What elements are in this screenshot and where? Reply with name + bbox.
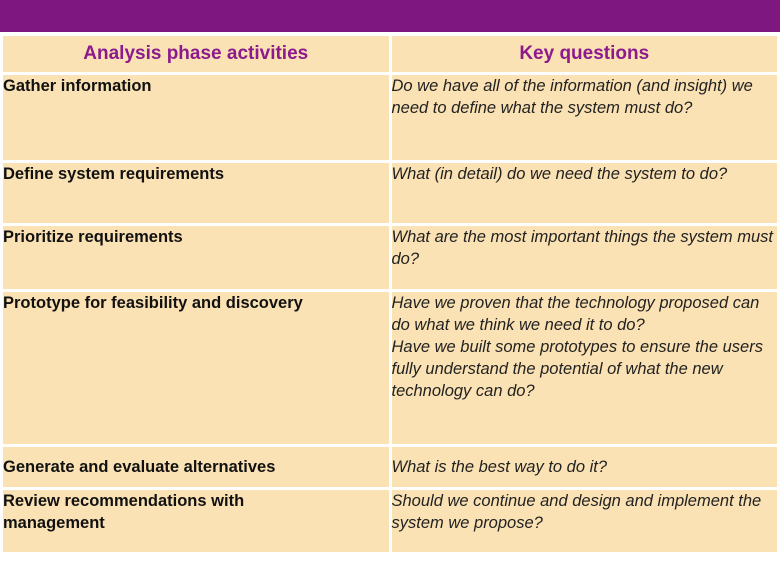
table-row: Define system requirements What (in deta… — [3, 163, 777, 223]
activity-cell: Review recommendations with management — [3, 490, 389, 552]
question-line: Have we proven that the technology propo… — [391, 294, 760, 334]
top-color-bar — [0, 0, 780, 32]
activity-cell: Gather information — [3, 75, 389, 160]
table-header-row: Analysis phase activities Key questions — [3, 36, 777, 72]
activity-cell: Define system requirements — [3, 163, 389, 223]
question-line: Have we built some prototypes to ensure … — [391, 338, 763, 400]
question-cell: Should we continue and design and implem… — [391, 490, 777, 552]
question-cell: Have we proven that the technology propo… — [391, 292, 777, 444]
table-row: Prioritize requirements What are the mos… — [3, 226, 777, 289]
activities-column-header: Analysis phase activities — [3, 36, 389, 72]
question-cell: What is the best way to do it? — [391, 447, 777, 487]
activity-cell: Prioritize requirements — [3, 226, 389, 289]
question-cell: Do we have all of the information (and i… — [391, 75, 777, 160]
table-row: Generate and evaluate alternatives What … — [3, 447, 777, 487]
question-cell: What (in detail) do we need the system t… — [391, 163, 777, 223]
table-row: Gather information Do we have all of the… — [3, 75, 777, 160]
activity-cell: Generate and evaluate alternatives — [3, 447, 389, 487]
activity-cell: Prototype for feasibility and discovery — [3, 292, 389, 444]
table-row: Review recommendations with management S… — [3, 490, 777, 552]
analysis-activities-table: Analysis phase activities Key questions … — [0, 33, 780, 555]
question-cell: What are the most important things the s… — [391, 226, 777, 289]
questions-column-header: Key questions — [391, 36, 777, 72]
table-row: Prototype for feasibility and discovery … — [3, 292, 777, 444]
